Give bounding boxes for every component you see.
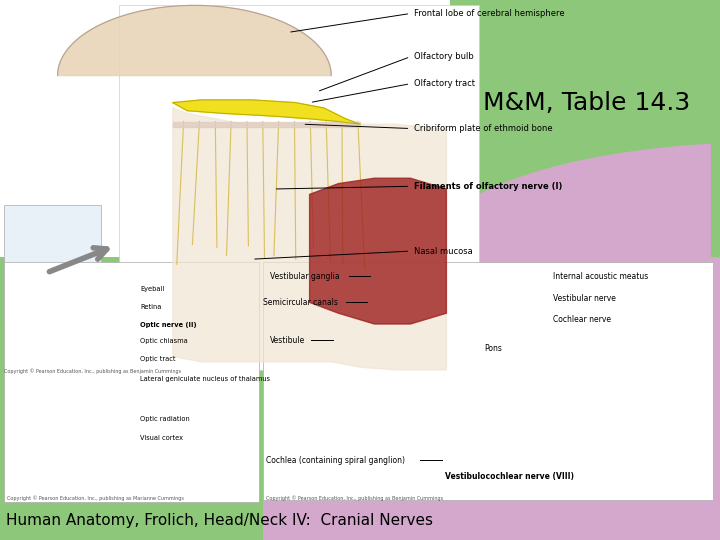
Polygon shape <box>310 178 446 324</box>
Text: Vestibular nerve: Vestibular nerve <box>553 294 616 302</box>
Text: Lateral geniculate nucleus of thalamus: Lateral geniculate nucleus of thalamus <box>140 376 271 382</box>
Text: Cochlear nerve: Cochlear nerve <box>553 315 611 324</box>
Text: Visual cortex: Visual cortex <box>140 435 184 442</box>
Text: Semicircular canals: Semicircular canals <box>263 298 338 307</box>
Text: Nasal mucosa: Nasal mucosa <box>414 247 473 255</box>
Text: Human Anatomy, Frolich, Head/Neck IV:  Cranial Nerves: Human Anatomy, Frolich, Head/Neck IV: Cr… <box>6 513 433 528</box>
Bar <box>450 0 720 370</box>
Polygon shape <box>173 108 446 370</box>
Bar <box>4 262 259 502</box>
Text: Vestibular ganglia: Vestibular ganglia <box>270 272 340 281</box>
Text: Filaments of olfactory nerve (I): Filaments of olfactory nerve (I) <box>414 182 562 191</box>
Text: Olfactory bulb: Olfactory bulb <box>414 52 474 61</box>
Bar <box>263 256 720 540</box>
Bar <box>263 262 713 500</box>
Text: Vestibulocochlear nerve (VIII): Vestibulocochlear nerve (VIII) <box>445 472 574 481</box>
Text: M&M, Table 14.3: M&M, Table 14.3 <box>483 91 690 114</box>
Text: Copyright © Pearson Education, Inc., publishing as Marianne Cummings: Copyright © Pearson Education, Inc., pub… <box>7 495 184 501</box>
Text: Optic tract: Optic tract <box>140 356 176 362</box>
Text: Optic nerve (II): Optic nerve (II) <box>140 322 197 328</box>
Text: Internal acoustic meatus: Internal acoustic meatus <box>553 272 648 281</box>
Bar <box>4 205 101 324</box>
Polygon shape <box>450 145 710 256</box>
Text: Frontal lobe of cerebral hemisphere: Frontal lobe of cerebral hemisphere <box>414 9 564 18</box>
Text: Optic chiasma: Optic chiasma <box>140 338 188 345</box>
Polygon shape <box>173 100 360 124</box>
Text: Cribriform plate of ethmoid bone: Cribriform plate of ethmoid bone <box>414 124 553 133</box>
Bar <box>119 5 479 370</box>
Text: Pons: Pons <box>484 344 502 353</box>
Text: Vestibule: Vestibule <box>270 336 305 345</box>
Text: Olfactory tract: Olfactory tract <box>414 79 475 88</box>
Text: Copyright © Pearson Education, Inc., publishing as Benjamin Cummings: Copyright © Pearson Education, Inc., pub… <box>266 495 444 501</box>
Text: Copyright © Pearson Education, Inc., publishing as Benjamin Cummings: Copyright © Pearson Education, Inc., pub… <box>4 368 181 374</box>
Polygon shape <box>58 5 331 76</box>
Bar <box>0 256 263 540</box>
Text: Retina: Retina <box>140 303 162 310</box>
Text: Cochlea (containing spiral ganglion): Cochlea (containing spiral ganglion) <box>266 456 405 464</box>
Text: Optic radiation: Optic radiation <box>140 415 190 422</box>
Text: Eyeball: Eyeball <box>140 286 165 292</box>
